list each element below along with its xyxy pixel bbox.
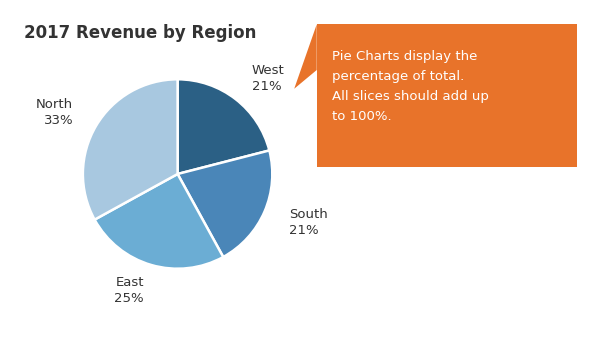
Text: West
21%: West 21% <box>252 64 285 93</box>
Text: East
25%: East 25% <box>114 276 144 305</box>
Text: 2017 Revenue by Region: 2017 Revenue by Region <box>24 24 256 42</box>
Text: South
21%: South 21% <box>289 208 327 237</box>
Text: North
33%: North 33% <box>36 98 73 127</box>
Wedge shape <box>83 79 178 220</box>
Wedge shape <box>178 79 269 174</box>
Text: Pie Charts display the
percentage of total.
All slices should add up
to 100%.: Pie Charts display the percentage of tot… <box>332 50 488 123</box>
Wedge shape <box>178 150 272 257</box>
Wedge shape <box>95 174 223 269</box>
